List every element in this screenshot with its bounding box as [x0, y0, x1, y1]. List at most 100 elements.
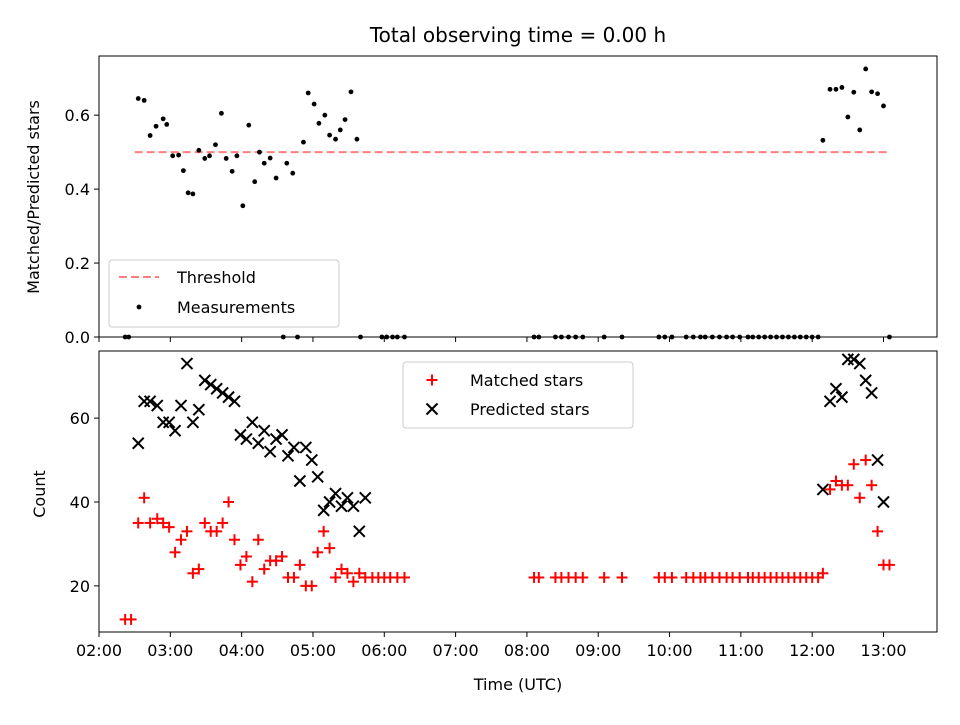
measurement-point	[176, 152, 182, 158]
matched-point	[175, 534, 187, 546]
top-y-tick-label: 0.6	[65, 106, 90, 125]
predicted-point	[162, 416, 176, 429]
matched-point	[181, 525, 193, 537]
top-legend: Threshold Measurements	[108, 259, 340, 328]
matched-point	[577, 571, 589, 583]
x-tick-label: 13:00	[860, 641, 906, 660]
bottom-legend: Matched stars Predicted stars	[402, 361, 634, 429]
measurement-point	[261, 160, 267, 166]
predicted-point	[359, 491, 372, 504]
measurement-point	[354, 136, 360, 142]
bottom-y-axis-label: Count	[30, 470, 49, 518]
x-tick-label: 11:00	[718, 641, 764, 660]
predicted-point	[168, 424, 182, 437]
predicted-points	[132, 353, 890, 538]
x-axis-label: Time (UTC)	[473, 675, 562, 694]
x-tick-label: 12:00	[789, 641, 835, 660]
measurement-point	[252, 179, 258, 185]
measurement-point	[229, 168, 235, 174]
predicted-point	[877, 495, 890, 509]
predicted-point	[317, 504, 330, 517]
measurement-point	[875, 91, 880, 97]
measurement-point	[857, 127, 863, 133]
predicted-point	[347, 499, 360, 513]
bottom-panel: 20 40 60 02:00 03:00 04:00 05:00 06:00 07:00 08:…	[30, 350, 938, 694]
legend-predicted-swatch	[425, 402, 439, 416]
matched-point	[866, 479, 878, 491]
matched-point	[258, 563, 270, 575]
predicted-point	[258, 424, 271, 437]
measurement-point	[240, 203, 246, 209]
x-tick-label: 06:00	[361, 641, 407, 660]
bottom-legend-box	[402, 361, 634, 429]
predicted-point	[323, 495, 336, 509]
legend-predicted-label: Predicted stars	[470, 400, 590, 419]
predicted-point	[859, 374, 872, 387]
predicted-point	[865, 386, 878, 400]
matched-point	[187, 567, 199, 579]
matched-point	[854, 492, 866, 504]
predicted-point	[835, 390, 849, 404]
matched-point	[830, 475, 842, 487]
predicted-point	[234, 428, 247, 442]
measurement-point	[135, 96, 141, 101]
matched-point	[144, 517, 156, 529]
predicted-point	[353, 525, 366, 538]
matched-point	[335, 563, 347, 575]
measurement-point	[869, 89, 875, 95]
matched-point	[330, 571, 342, 583]
predicted-point	[263, 445, 277, 458]
legend-threshold-label: Threshold	[176, 268, 256, 287]
measurement-point	[342, 117, 348, 122]
predicted-point	[281, 449, 295, 463]
matched-point	[138, 492, 150, 504]
bottom-y-tick-label: 60	[70, 409, 90, 428]
matched-point	[125, 613, 137, 625]
matched-point	[294, 559, 306, 571]
predicted-point	[186, 416, 200, 429]
matched-point	[347, 576, 359, 588]
matched-point	[817, 567, 829, 579]
legend-x-marker	[425, 402, 439, 416]
matched-point	[616, 571, 628, 583]
matched-point	[270, 555, 282, 567]
measurement-point	[153, 123, 159, 129]
matched-point	[353, 567, 365, 579]
measurement-point	[301, 139, 306, 145]
predicted-point	[341, 491, 354, 504]
measurement-point	[246, 122, 252, 128]
measurement-point	[160, 116, 166, 122]
matched-point	[229, 534, 241, 546]
x-tick-label: 07:00	[433, 641, 479, 660]
matched-point	[306, 580, 318, 592]
measurement-point	[185, 190, 191, 196]
predicted-point	[240, 432, 253, 446]
measurement-point	[305, 90, 311, 96]
predicted-point	[823, 395, 837, 408]
measurement-point	[348, 89, 354, 95]
predicted-point	[180, 357, 194, 370]
predicted-point	[299, 441, 313, 454]
bottom-y-tick-label: 20	[70, 577, 90, 596]
predicted-point	[329, 487, 342, 500]
measurement-point	[322, 112, 328, 118]
measurement-point	[273, 175, 279, 181]
matched-point	[132, 517, 144, 529]
predicted-point	[222, 390, 235, 404]
matched-point	[318, 525, 330, 537]
matched-point	[883, 559, 895, 571]
legend-plus-marker	[426, 374, 438, 386]
matched-point	[398, 571, 410, 583]
matched-point	[211, 525, 223, 537]
top-panel: 0.0 0.2 0.4 0.6 Matched/Predicted stars Thr…	[24, 55, 938, 347]
measurement-point	[213, 142, 218, 148]
measurement-point	[337, 127, 343, 133]
measurement-point	[170, 153, 176, 159]
predicted-point	[252, 437, 265, 450]
measurement-point	[141, 97, 147, 103]
predicted-point	[275, 428, 289, 442]
x-tick-label: 08:00	[504, 641, 550, 660]
predicted-point	[151, 399, 164, 412]
predicted-point	[269, 432, 283, 446]
matched-point	[598, 571, 610, 583]
